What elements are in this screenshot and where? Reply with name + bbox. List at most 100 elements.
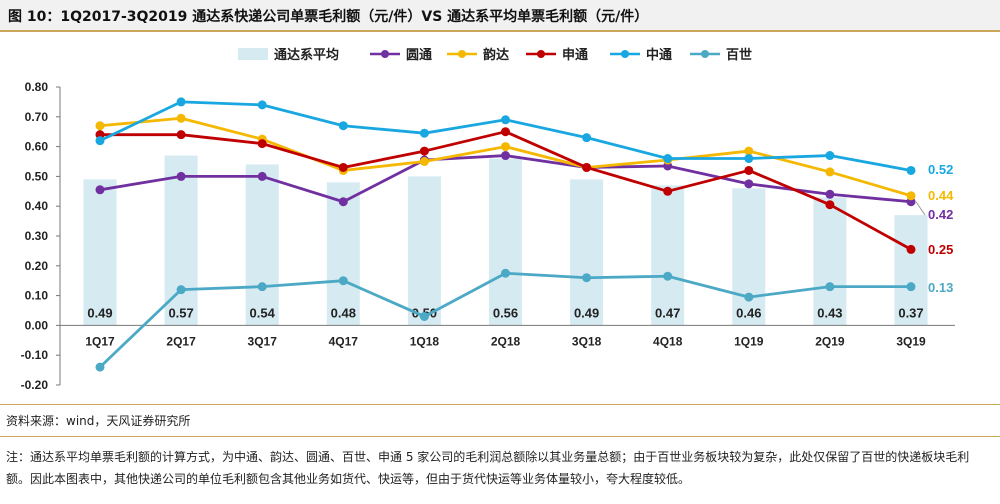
bar-value-label: 0.54 [250,305,276,320]
series-point [825,151,835,161]
series-point [825,167,835,177]
bar [813,197,847,326]
series-point [257,282,267,292]
legend-swatch-marker [381,50,389,58]
series-point [906,282,916,292]
bar [245,164,279,326]
series-end-label: 0.13 [928,280,953,295]
x-tick-label: 4Q17 [329,334,359,348]
series-end-label: 0.42 [928,207,953,222]
legend-label: 百世 [726,47,752,62]
bar-value-label: 0.49 [574,305,599,320]
bar [489,158,522,326]
legend-swatch-bar [238,48,268,60]
series-point [257,100,267,110]
series-point [338,197,348,207]
legend-label: 通达系平均 [274,47,339,62]
y-tick-label: 0.80 [25,80,49,94]
bar-value-label: 0.47 [655,305,680,320]
series-point [582,133,592,143]
bar [894,215,928,326]
series-point [501,151,510,161]
source-text: 资料来源：wind，天风证券研究所 [6,414,191,428]
x-tick-label: 1Q17 [85,334,115,348]
series-point [501,142,510,152]
series-point [501,115,510,125]
y-tick-label: 0.20 [25,259,49,273]
y-tick-label: 0.00 [25,318,49,332]
series-point [825,200,835,210]
series-point [338,162,348,172]
x-tick-label: 2Q19 [815,334,845,348]
bar-value-label: 0.37 [898,305,923,320]
series-point [419,311,429,321]
x-tick-label: 3Q17 [248,334,278,348]
series-point [663,186,673,196]
series-point [582,273,592,283]
bar-value-label: 0.49 [87,305,112,320]
x-tick-label: 1Q19 [734,334,764,348]
figure-title: 图 10：1Q2017-3Q2019 通达系快递公司单票毛利额（元/件）VS 通… [8,9,649,25]
y-tick-label: 0.70 [25,110,49,124]
series-point [744,146,754,156]
figure-title-bar: 图 10：1Q2017-3Q2019 通达系快递公司单票毛利额（元/件）VS 通… [0,0,1000,32]
legend-label: 中通 [646,47,672,62]
series-point [257,171,267,181]
end-label-leader [915,201,926,216]
legend-label: 圆通 [406,47,432,62]
y-tick-label: 0.30 [25,229,49,243]
bar [732,188,766,326]
bar [570,179,604,326]
series-point [663,271,673,281]
series-point [419,157,429,166]
x-tick-label: 2Q18 [491,334,521,348]
legend-swatch-marker [458,50,466,58]
series-point [582,162,592,172]
series-point [744,154,754,164]
series-point [95,362,105,372]
x-tick-label: 2Q17 [166,334,196,348]
legend-label: 韵达 [483,47,509,62]
series-point [501,268,510,278]
bar [164,155,198,326]
x-tick-label: 1Q18 [410,334,440,348]
series-end-label: 0.52 [928,162,953,177]
x-tick-label: 4Q18 [653,334,683,348]
series-point [501,127,510,137]
footer-rule-top [0,404,1000,405]
series-point [419,146,429,156]
y-tick-label: 0.40 [25,199,49,213]
series-point [906,165,916,175]
series-point [906,191,916,201]
x-tick-label: 3Q19 [896,334,926,348]
series-point [176,171,186,181]
series-end-label: 0.44 [928,188,954,203]
series-point [95,185,105,195]
footer-rule-mid [0,436,1000,437]
series-point [176,113,186,123]
series-point [825,189,835,199]
bar-value-label: 0.57 [168,305,193,320]
y-tick-label: -0.20 [21,378,49,392]
series-end-label: 0.25 [928,242,953,257]
bar-value-label: 0.43 [817,305,842,320]
series-point [176,130,186,140]
series-point [744,165,754,175]
bar [83,179,117,326]
legend-swatch-marker [537,50,545,58]
note-text: 注：通达系平均单票毛利额的计算方式，为中通、韵达、圆通、百世、申通 5 家公司的… [6,450,970,486]
bar-value-label: 0.48 [331,305,356,320]
bar [407,176,441,326]
series-point [338,121,348,131]
series-point [663,154,673,164]
legend-swatch-marker [621,50,629,58]
series-point [176,285,186,295]
y-tick-label: 0.10 [25,289,49,303]
chart: 通达系平均 圆通 韵达 申通 中通 百世 0.80 0.70 0.60 0.50 0.40 0.30 0… [21,47,955,392]
series-point [906,244,916,254]
y-tick-label: -0.10 [21,348,49,362]
bar [651,185,685,326]
y-tick-label: 0.60 [25,140,49,154]
x-tick-label: 3Q18 [572,334,602,348]
series-point [176,97,186,107]
